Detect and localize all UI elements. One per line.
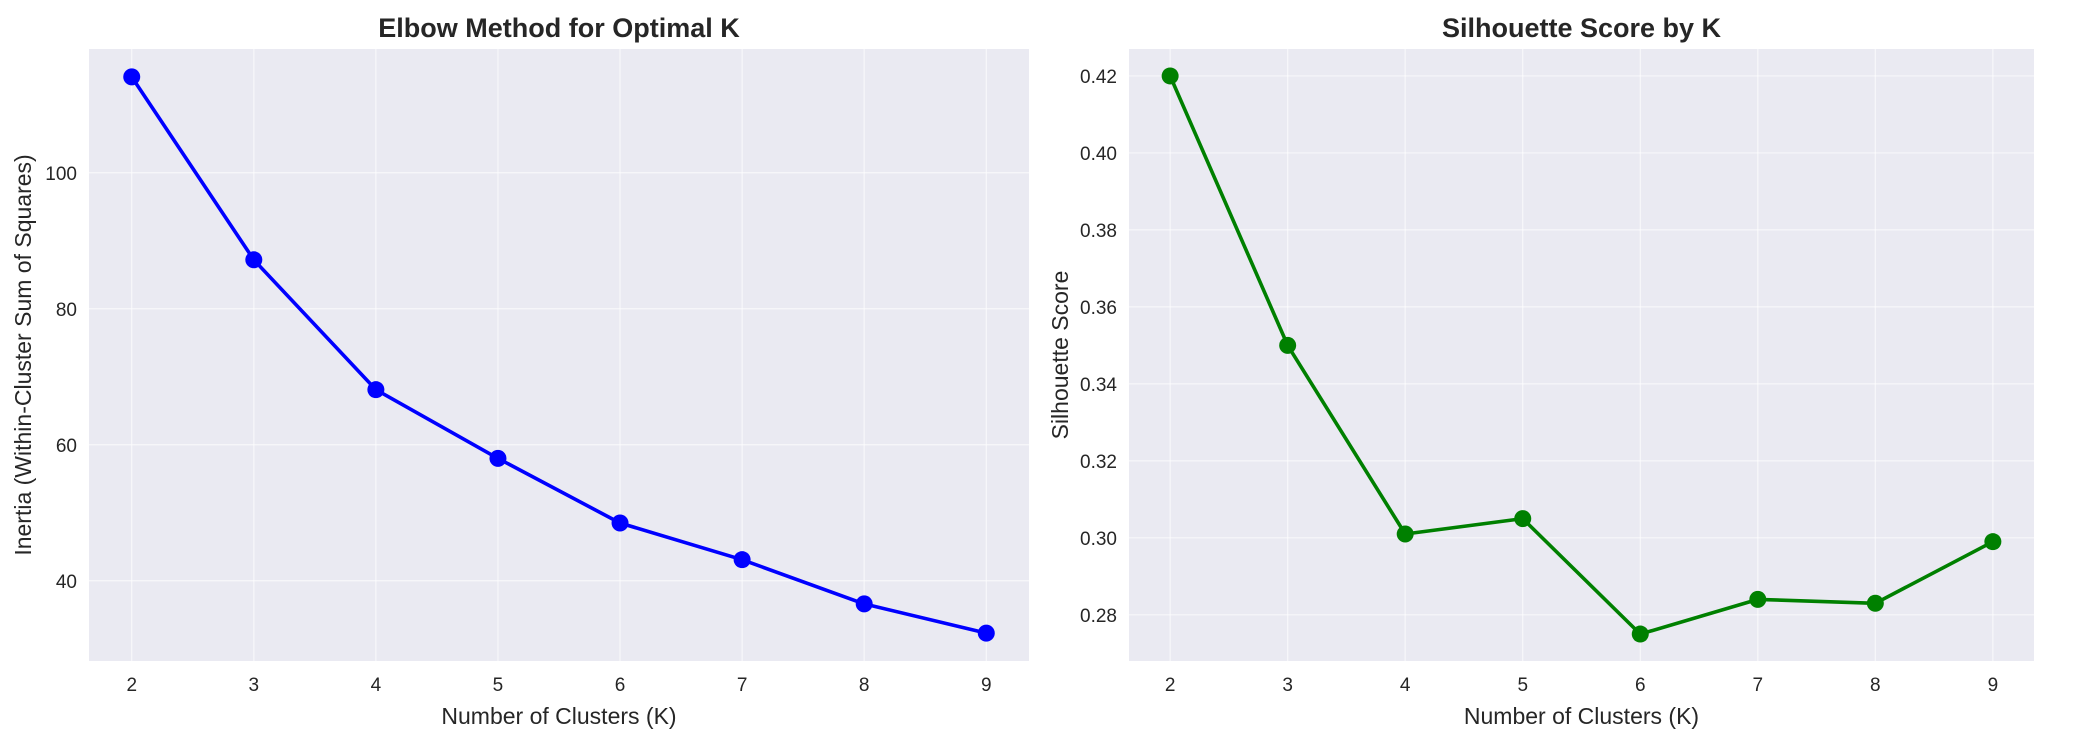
silhouette-point-k6 <box>1631 625 1649 643</box>
silhouette-x-tick-label: 7 <box>1753 675 1764 696</box>
elbow-y-tick-label: 40 <box>56 572 77 593</box>
silhouette-y-tick-label: 0.40 <box>1080 144 1117 165</box>
elbow-y-tick-label: 60 <box>56 436 77 457</box>
silhouette-markers <box>1161 67 2002 643</box>
elbow-point-k7 <box>733 551 751 569</box>
elbow-y-ticks: 40 60 80 100 <box>45 164 77 593</box>
silhouette-x-ticks: 2 3 4 5 6 7 8 9 <box>1165 675 1998 696</box>
silhouette-x-tick-label: 4 <box>1400 675 1411 696</box>
silhouette-y-tick-label: 0.30 <box>1080 529 1117 550</box>
elbow-inertia-line <box>130 75 987 635</box>
elbow-x-tick-label: 5 <box>493 675 504 696</box>
elbow-x-axis-label: Number of Clusters (K) <box>441 703 676 729</box>
silhouette-plot-area <box>1129 49 2034 661</box>
silhouette-y-ticks: 0.28 0.30 0.32 0.34 0.36 0.38 0.40 0.42 <box>1080 67 1117 627</box>
silhouette-y-tick-label: 0.32 <box>1080 452 1117 473</box>
elbow-x-tick-label: 4 <box>371 675 382 696</box>
elbow-gridlines <box>89 49 1029 661</box>
elbow-x-tick-label: 6 <box>615 675 626 696</box>
silhouette-gridlines <box>1129 49 2034 661</box>
silhouette-y-tick-label: 0.36 <box>1080 298 1117 319</box>
silhouette-x-tick-label: 8 <box>1870 675 1881 696</box>
elbow-x-tick-label: 3 <box>249 675 260 696</box>
silhouette-point-k4 <box>1396 525 1414 543</box>
elbow-point-k6 <box>611 514 629 532</box>
silhouette-x-tick-label: 6 <box>1635 675 1646 696</box>
elbow-x-tick-label: 9 <box>981 675 992 696</box>
silhouette-chart-title: Silhouette Score by K <box>1442 13 1722 43</box>
silhouette-x-tick-label: 5 <box>1517 675 1528 696</box>
elbow-point-k8 <box>855 595 873 613</box>
silhouette-point-k8 <box>1866 594 1884 612</box>
elbow-y-tick-label: 80 <box>56 300 77 321</box>
silhouette-point-k5 <box>1514 510 1532 528</box>
silhouette-x-tick-label: 9 <box>1988 675 1999 696</box>
elbow-chart-title: Elbow Method for Optimal K <box>378 13 740 43</box>
silhouette-y-axis-label: Silhouette Score <box>1047 271 1073 440</box>
silhouette-score-line <box>1168 75 1994 636</box>
silhouette-y-tick-label: 0.42 <box>1080 67 1117 88</box>
elbow-chart: 2 3 4 5 6 7 8 9 40 60 80 100 Elbow Method for Opti… <box>10 13 1029 729</box>
silhouette-y-tick-label: 0.38 <box>1080 221 1117 242</box>
elbow-x-tick-label: 8 <box>859 675 870 696</box>
elbow-y-axis-label: Inertia (Within-Cluster Sum of Squares) <box>10 154 36 555</box>
elbow-point-k2 <box>123 68 141 86</box>
elbow-x-tick-label: 7 <box>737 675 748 696</box>
elbow-point-k5 <box>489 449 507 467</box>
silhouette-y-tick-label: 0.34 <box>1080 375 1117 396</box>
elbow-point-k3 <box>245 251 263 269</box>
elbow-point-k9 <box>977 624 995 642</box>
silhouette-x-axis-label: Number of Clusters (K) <box>1464 703 1699 729</box>
elbow-point-k4 <box>367 381 385 399</box>
elbow-markers <box>123 68 995 642</box>
silhouette-point-k2 <box>1161 67 1179 85</box>
elbow-plot-area <box>89 49 1029 661</box>
silhouette-x-tick-label: 3 <box>1282 675 1293 696</box>
elbow-x-ticks: 2 3 4 5 6 7 8 9 <box>126 675 991 696</box>
silhouette-y-tick-label: 0.28 <box>1080 606 1117 627</box>
silhouette-point-k9 <box>1984 533 2002 551</box>
silhouette-chart: 2 3 4 5 6 7 8 9 0.28 0.30 0.32 0.34 0.36 0.38 0.40 0.4… <box>1047 13 2034 729</box>
silhouette-point-k3 <box>1279 336 1297 354</box>
elbow-x-tick-label: 2 <box>126 675 137 696</box>
silhouette-x-tick-label: 2 <box>1165 675 1176 696</box>
elbow-y-tick-label: 100 <box>45 164 77 185</box>
silhouette-point-k7 <box>1749 590 1767 608</box>
